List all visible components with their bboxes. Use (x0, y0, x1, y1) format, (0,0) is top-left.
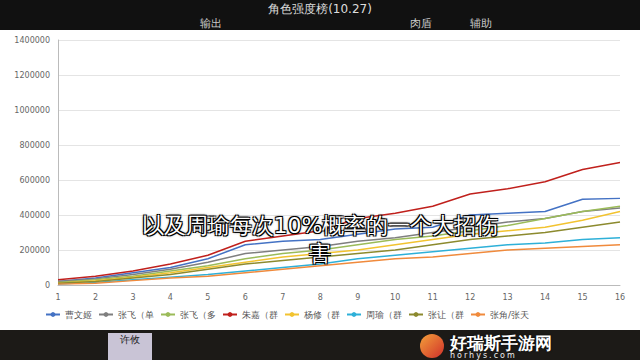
svg-text:张角/张天: 张角/张天 (490, 310, 529, 320)
svg-text:4: 4 (168, 293, 173, 302)
svg-text:11: 11 (428, 293, 438, 302)
svg-text:1400000: 1400000 (14, 36, 50, 45)
svg-text:1000000: 1000000 (14, 106, 50, 115)
svg-text:杨修（群: 杨修（群 (303, 310, 340, 320)
svg-text:16: 16 (615, 293, 625, 302)
svg-text:200000: 200000 (19, 246, 50, 255)
svg-text:6: 6 (243, 293, 248, 302)
svg-text:5: 5 (205, 293, 210, 302)
html-text:以及周瑜每次10%概率的一个大招伤: 以及周瑜每次10%概率的一个大招伤 (141, 213, 499, 238)
html-text:horhys.com: horhys.com (450, 351, 517, 360)
html-text:好瑞斯手游网: 好瑞斯手游网 (450, 333, 552, 353)
svg-text:7: 7 (280, 293, 285, 302)
svg-text:600000: 600000 (19, 176, 50, 185)
svg-text:张飞（多: 张飞（多 (180, 310, 216, 320)
svg-text:3: 3 (130, 293, 135, 302)
html-text:输出: 输出 (200, 17, 222, 30)
svg-text:曹文姬: 曹文姬 (65, 310, 92, 320)
svg-text:1: 1 (55, 293, 60, 302)
svg-text:13: 13 (503, 293, 513, 302)
svg-text:0: 0 (45, 281, 50, 290)
svg-text:800000: 800000 (19, 141, 50, 150)
svg-text:10: 10 (390, 293, 400, 302)
svg-text:8: 8 (318, 293, 323, 302)
svg-text:1200000: 1200000 (14, 71, 50, 80)
svg-text:14: 14 (540, 293, 550, 302)
svg-text:朱嘉（群: 朱嘉（群 (242, 310, 278, 320)
svg-text:张飞（单: 张飞（单 (118, 310, 154, 320)
svg-text:2: 2 (93, 293, 98, 302)
svg-text:15: 15 (577, 293, 587, 302)
html-text:辅助: 辅助 (470, 17, 492, 30)
svg-text:12: 12 (465, 293, 475, 302)
svg-text:张让（群: 张让（群 (428, 310, 464, 320)
html-text:肉盾: 肉盾 (410, 17, 432, 30)
html-text:角色强度榜(10.27): 角色强度榜(10.27) (268, 2, 372, 16)
svg-text:周瑜（群: 周瑜（群 (366, 310, 402, 320)
svg-text:9: 9 (355, 293, 360, 302)
svg-text:400000: 400000 (19, 211, 50, 220)
html-text:害: 害 (309, 241, 331, 266)
html-text:许攸: 许攸 (120, 334, 140, 345)
